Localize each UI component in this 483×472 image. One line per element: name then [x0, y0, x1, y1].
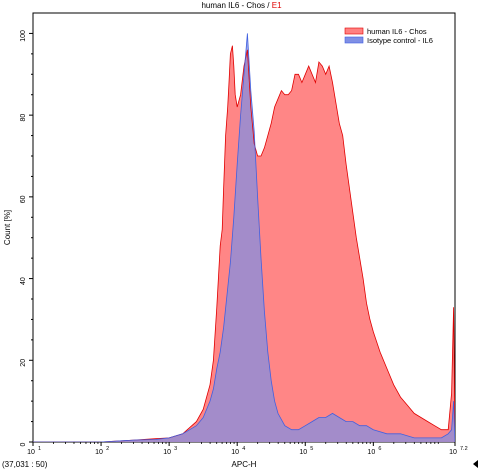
x-tick-exponent: 6 [378, 446, 381, 452]
chart-title: human IL6 - Chos / E1 [0, 1, 483, 11]
x-tick-exponent: 7.2 [460, 446, 468, 452]
legend-swatch-isotype-control [344, 36, 364, 44]
x-tick-exponent: 1 [38, 446, 41, 452]
y-tick-label: 20 [20, 359, 27, 367]
title-sample-name: human IL6 - Chos [201, 1, 266, 10]
y-axis: 0 20 40 60 80 100 [20, 30, 33, 446]
scroll-left-arrow-icon[interactable] [473, 460, 478, 468]
series-areas [33, 33, 455, 442]
line-isotype-control [33, 33, 455, 442]
x-axis-label: APC-H [232, 460, 257, 469]
x-tick-exponent: 5 [310, 446, 313, 452]
x-tick-label: 10 [299, 449, 307, 456]
area-isotype-control [33, 33, 455, 442]
x-tick-label: 10 [231, 449, 239, 456]
y-tick-label: 100 [20, 30, 27, 42]
cursor-coordinate-readout: (37,031 : 50) [2, 460, 48, 469]
series-lines [33, 33, 455, 442]
x-tick-exponent: 3 [174, 446, 177, 452]
x-tick-label: 10 [449, 449, 457, 456]
y-axis-label: Count [%] [3, 210, 12, 245]
x-tick-label: 10 [163, 449, 171, 456]
title-gate-name: E1 [271, 1, 282, 10]
x-tick-label: 10 [367, 449, 375, 456]
legend-label-isotype-control: Isotype control - IL6 [367, 36, 433, 45]
y-tick-label: 60 [20, 195, 27, 203]
legend-label-human-il6: human IL6 - Chos [367, 27, 427, 36]
legend-swatch-human-il6 [344, 27, 364, 35]
y-tick-label: 40 [20, 277, 27, 285]
x-tick-label: 10 [95, 449, 103, 456]
x-tick-exponent: 4 [242, 446, 245, 452]
title-separator: / [265, 1, 272, 10]
x-tick-label: 10 [27, 449, 35, 456]
line-human-il6 [33, 45, 455, 442]
x-axis: 10 1 10 2 10 3 10 4 10 5 10 6 10 7.2 [27, 442, 468, 456]
y-tick-label: 80 [20, 114, 27, 122]
y-tick-label: 0 [20, 442, 27, 446]
x-tick-exponent: 2 [106, 446, 109, 452]
